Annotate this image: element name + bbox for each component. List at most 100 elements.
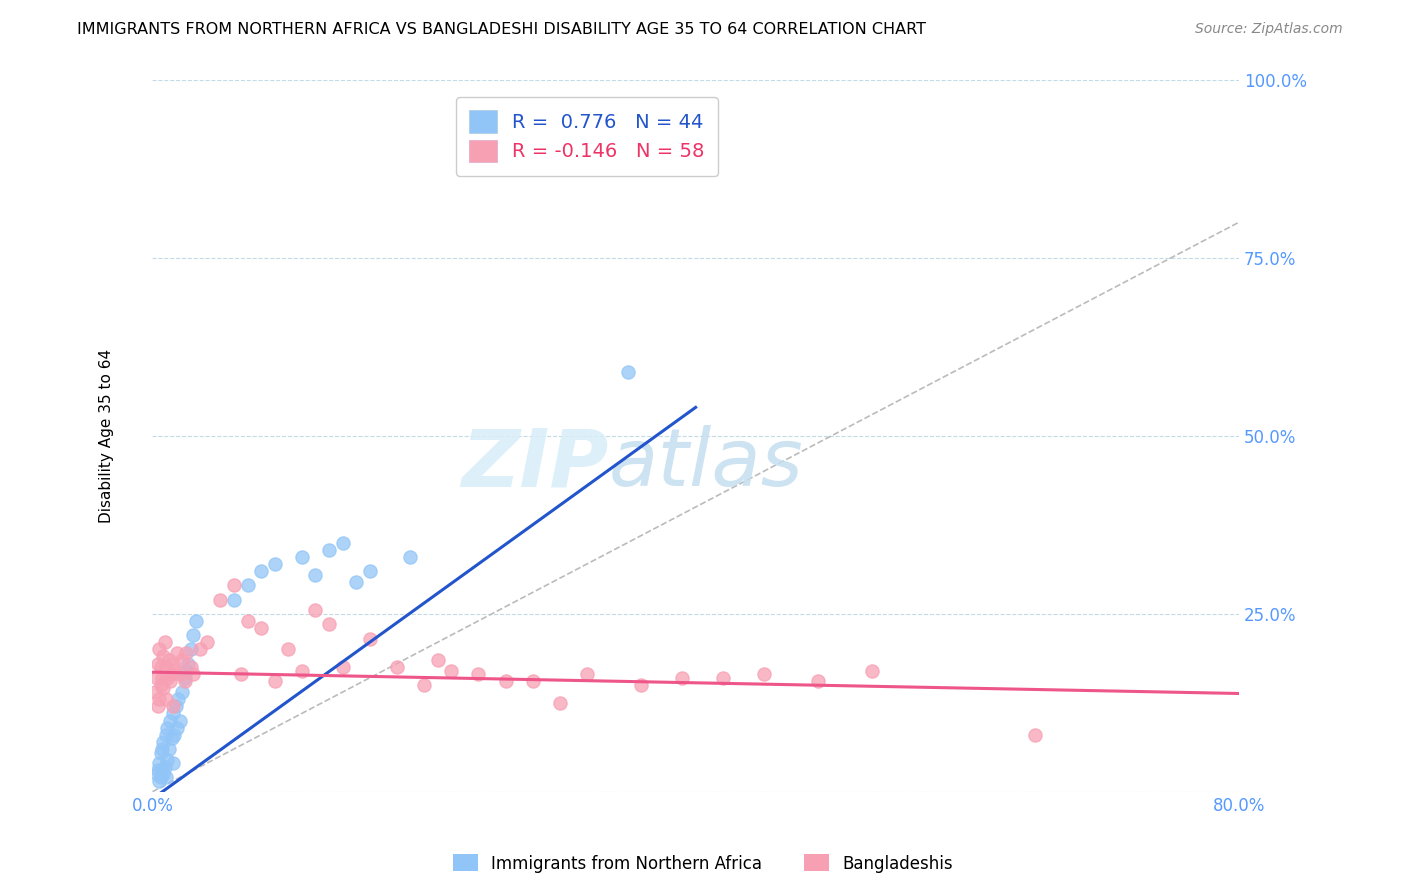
- Point: [467, 667, 489, 681]
- Point: [146, 764, 169, 778]
- Point: [291, 664, 314, 678]
- Text: IMMIGRANTS FROM NORTHERN AFRICA VS BANGLADESHI DISABILITY AGE 35 TO 64 CORRELATI: IMMIGRANTS FROM NORTHERN AFRICA VS BANGL…: [77, 22, 927, 37]
- Point: [222, 592, 245, 607]
- Point: [155, 692, 177, 706]
- Point: [426, 653, 449, 667]
- Point: [860, 664, 883, 678]
- Point: [146, 657, 169, 671]
- Point: [413, 678, 436, 692]
- Point: [143, 685, 166, 699]
- Point: [291, 549, 314, 564]
- Point: [148, 756, 170, 771]
- Point: [155, 771, 177, 785]
- Point: [160, 667, 183, 681]
- Point: [176, 646, 198, 660]
- Point: [145, 767, 167, 781]
- Point: [711, 671, 734, 685]
- Point: [162, 699, 184, 714]
- Point: [236, 578, 259, 592]
- Point: [152, 681, 174, 696]
- Point: [166, 721, 188, 735]
- Point: [180, 660, 202, 674]
- Point: [159, 674, 181, 689]
- Point: [263, 557, 285, 571]
- Point: [148, 642, 170, 657]
- Point: [162, 657, 184, 671]
- Point: [229, 667, 252, 681]
- Point: [1024, 728, 1046, 742]
- Point: [209, 592, 232, 607]
- Point: [150, 671, 173, 685]
- Point: [332, 660, 354, 674]
- Point: [149, 771, 172, 785]
- Point: [163, 728, 186, 742]
- Point: [522, 674, 544, 689]
- Point: [157, 742, 180, 756]
- Point: [150, 742, 173, 756]
- Point: [162, 706, 184, 721]
- Text: ZIP: ZIP: [461, 425, 609, 503]
- Point: [166, 646, 188, 660]
- Text: atlas: atlas: [609, 425, 803, 503]
- Point: [156, 671, 179, 685]
- Point: [752, 667, 775, 681]
- Point: [149, 678, 172, 692]
- Point: [162, 756, 184, 771]
- Point: [177, 657, 200, 671]
- Point: [399, 549, 422, 564]
- Point: [152, 767, 174, 781]
- Point: [152, 649, 174, 664]
- Point: [172, 685, 194, 699]
- Point: [155, 728, 177, 742]
- Point: [156, 721, 179, 735]
- Point: [277, 642, 299, 657]
- Point: [181, 667, 204, 681]
- Point: [385, 660, 408, 674]
- Point: [188, 642, 211, 657]
- Point: [616, 365, 638, 379]
- Point: [250, 564, 273, 578]
- Y-axis label: Disability Age 35 to 64: Disability Age 35 to 64: [100, 349, 114, 523]
- Point: [152, 735, 174, 749]
- Point: [145, 671, 167, 685]
- Point: [671, 671, 693, 685]
- Point: [304, 567, 326, 582]
- Point: [146, 699, 169, 714]
- Point: [359, 564, 381, 578]
- Point: [807, 674, 830, 689]
- Point: [318, 617, 340, 632]
- Point: [495, 674, 517, 689]
- Point: [548, 696, 571, 710]
- Point: [159, 714, 181, 728]
- Point: [169, 714, 191, 728]
- Point: [263, 674, 285, 689]
- Point: [222, 578, 245, 592]
- Point: [181, 628, 204, 642]
- Point: [160, 731, 183, 746]
- Point: [332, 535, 354, 549]
- Point: [184, 614, 207, 628]
- Point: [150, 764, 173, 778]
- Point: [344, 574, 367, 589]
- Point: [250, 621, 273, 635]
- Point: [304, 603, 326, 617]
- Text: Source: ZipAtlas.com: Source: ZipAtlas.com: [1195, 22, 1343, 37]
- Point: [165, 699, 187, 714]
- Point: [195, 635, 218, 649]
- Point: [163, 664, 186, 678]
- Point: [153, 760, 176, 774]
- Point: [155, 660, 177, 674]
- Point: [149, 746, 172, 760]
- Point: [440, 664, 463, 678]
- Point: [157, 653, 180, 667]
- Point: [149, 660, 172, 674]
- Point: [167, 692, 190, 706]
- Legend: Immigrants from Northern Africa, Bangladeshis: Immigrants from Northern Africa, Banglad…: [446, 847, 960, 880]
- Point: [148, 692, 170, 706]
- Point: [318, 542, 340, 557]
- Point: [180, 642, 202, 657]
- Point: [359, 632, 381, 646]
- Point: [148, 774, 170, 789]
- Point: [176, 664, 198, 678]
- Legend: R =  0.776   N = 44, R = -0.146   N = 58: R = 0.776 N = 44, R = -0.146 N = 58: [456, 97, 718, 176]
